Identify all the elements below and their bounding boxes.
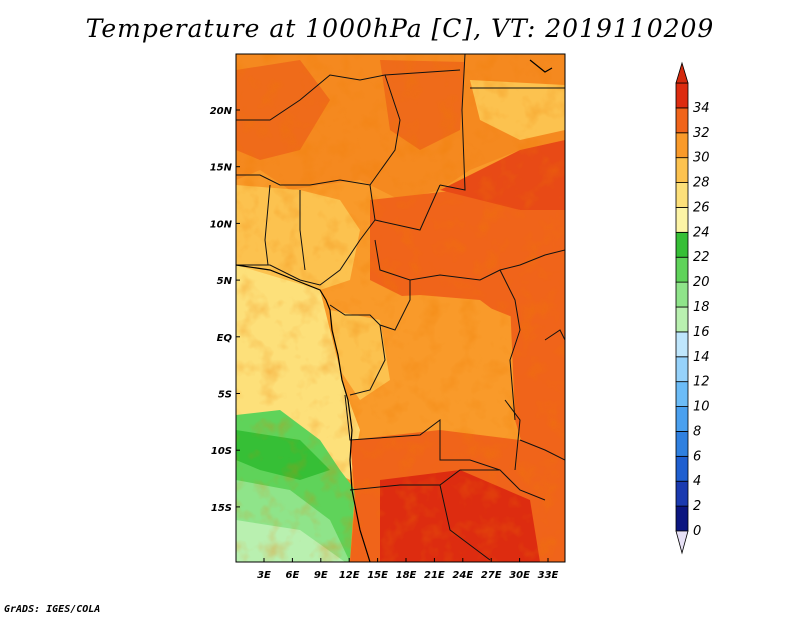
colorbar-swatch [675, 356, 689, 383]
colorbar-label: 34 [693, 101, 710, 116]
colorbar-swatch [675, 381, 689, 407]
colorbar-swatch [675, 231, 689, 258]
colorbar-label: 14 [693, 350, 710, 365]
lon-tick-label: 12E [339, 570, 360, 581]
border-namibia [349, 469, 546, 501]
lat-tick-label: 20N [210, 106, 233, 117]
lat-tick-label: 15S [211, 503, 232, 514]
lat-tick-label: EQ [217, 333, 233, 344]
lon-tick-label: 3E [257, 570, 271, 581]
colorbar-under-arrow [675, 530, 689, 555]
colorbar-swatch [675, 406, 689, 432]
colorbar-label: 6 [693, 449, 701, 464]
colorbar-swatch [675, 281, 689, 308]
lon-tick-label: 18E [396, 570, 417, 581]
border-chad-sudan [374, 184, 441, 231]
border-car [374, 239, 565, 281]
colorbar-label: 12 [693, 375, 710, 390]
border-angola-zambia [344, 394, 501, 471]
colorbar-swatch [675, 107, 689, 134]
plot-title: Temperature at 1000hPa [C], VT: 20191102… [85, 14, 715, 43]
colorbar-swatch [675, 331, 689, 358]
colorbar-label: 4 [693, 474, 701, 489]
border-mali-niger [236, 74, 401, 186]
lat-tick-label: 5N [217, 276, 233, 287]
colorbar-label: 0 [693, 524, 701, 539]
lat-tick-label: 10N [210, 219, 233, 230]
lon-tick-label: 6E [286, 570, 300, 581]
colorbar-swatch [675, 455, 689, 482]
colorbar-swatch [675, 431, 689, 457]
grads-credit: GrADS: IGES/COLA [4, 604, 101, 615]
colorbar-swatch [675, 207, 689, 233]
border-libya-egypt [439, 54, 466, 191]
border-benin [264, 184, 271, 266]
lon-tick-label: 21E [424, 570, 445, 581]
colorbar-label: 8 [693, 424, 701, 439]
colorbar-label: 10 [693, 400, 710, 415]
colorbar-label: 20 [693, 275, 710, 290]
border-kenya [544, 329, 565, 341]
border-nigeria-coast [236, 184, 376, 286]
colorbar-label: 18 [693, 300, 710, 315]
lon-tick-label: 27E [481, 570, 502, 581]
colorbar-label: 24 [693, 225, 710, 240]
colorbar-label: 30 [693, 151, 710, 166]
colorbar-swatch [675, 182, 689, 208]
colorbar-label: 16 [693, 325, 710, 340]
temperature-field [236, 54, 565, 562]
lon-tick-label: 33E [538, 570, 559, 581]
colorbar-swatch [675, 306, 689, 333]
lat-tick-label: 5S [218, 390, 232, 401]
colorbar-swatch [675, 82, 689, 109]
colorbar-label: 28 [693, 176, 710, 191]
border-congo-drc [379, 280, 411, 331]
colorbar-swatch [675, 157, 689, 183]
lon-tick-label: 9E [314, 570, 328, 581]
colorbar-swatch [675, 256, 689, 283]
border-algeria-niger [384, 69, 461, 76]
latitude-axis: 20N 15N 10N 5N EQ 5S 10S 15S [210, 106, 240, 514]
lon-tick-label: 24E [452, 570, 473, 581]
border-botswana [439, 484, 491, 561]
lat-tick-label: 15N [210, 163, 233, 174]
longitude-axis: 3E 6E 9E 12E 15E 18E 21E 24E 27E 30E 33E [257, 558, 559, 581]
lat-tick-label: 10S [211, 446, 232, 457]
country-borders [236, 54, 565, 561]
coastline [235, 264, 371, 563]
red-sea-coast [529, 59, 553, 73]
map-frame [235, 53, 566, 563]
colorbar-label: 32 [693, 126, 710, 141]
lon-tick-label: 15E [367, 570, 388, 581]
border-drc-east [499, 269, 521, 421]
border-lake-tanganyika [504, 399, 521, 471]
colorbar-swatch [675, 505, 689, 532]
lon-tick-label: 30E [509, 570, 530, 581]
colorbar-over-arrow [675, 61, 689, 84]
border-nigeria-west [299, 190, 306, 271]
colorbar-swatch [675, 480, 689, 507]
colorbar-swatch [675, 132, 689, 159]
field-texture [236, 54, 565, 562]
colorbar-label: 26 [693, 200, 710, 215]
border-tanzania [519, 439, 565, 461]
colorbar-label: 2 [693, 499, 701, 514]
colorbar-label: 22 [693, 250, 710, 265]
